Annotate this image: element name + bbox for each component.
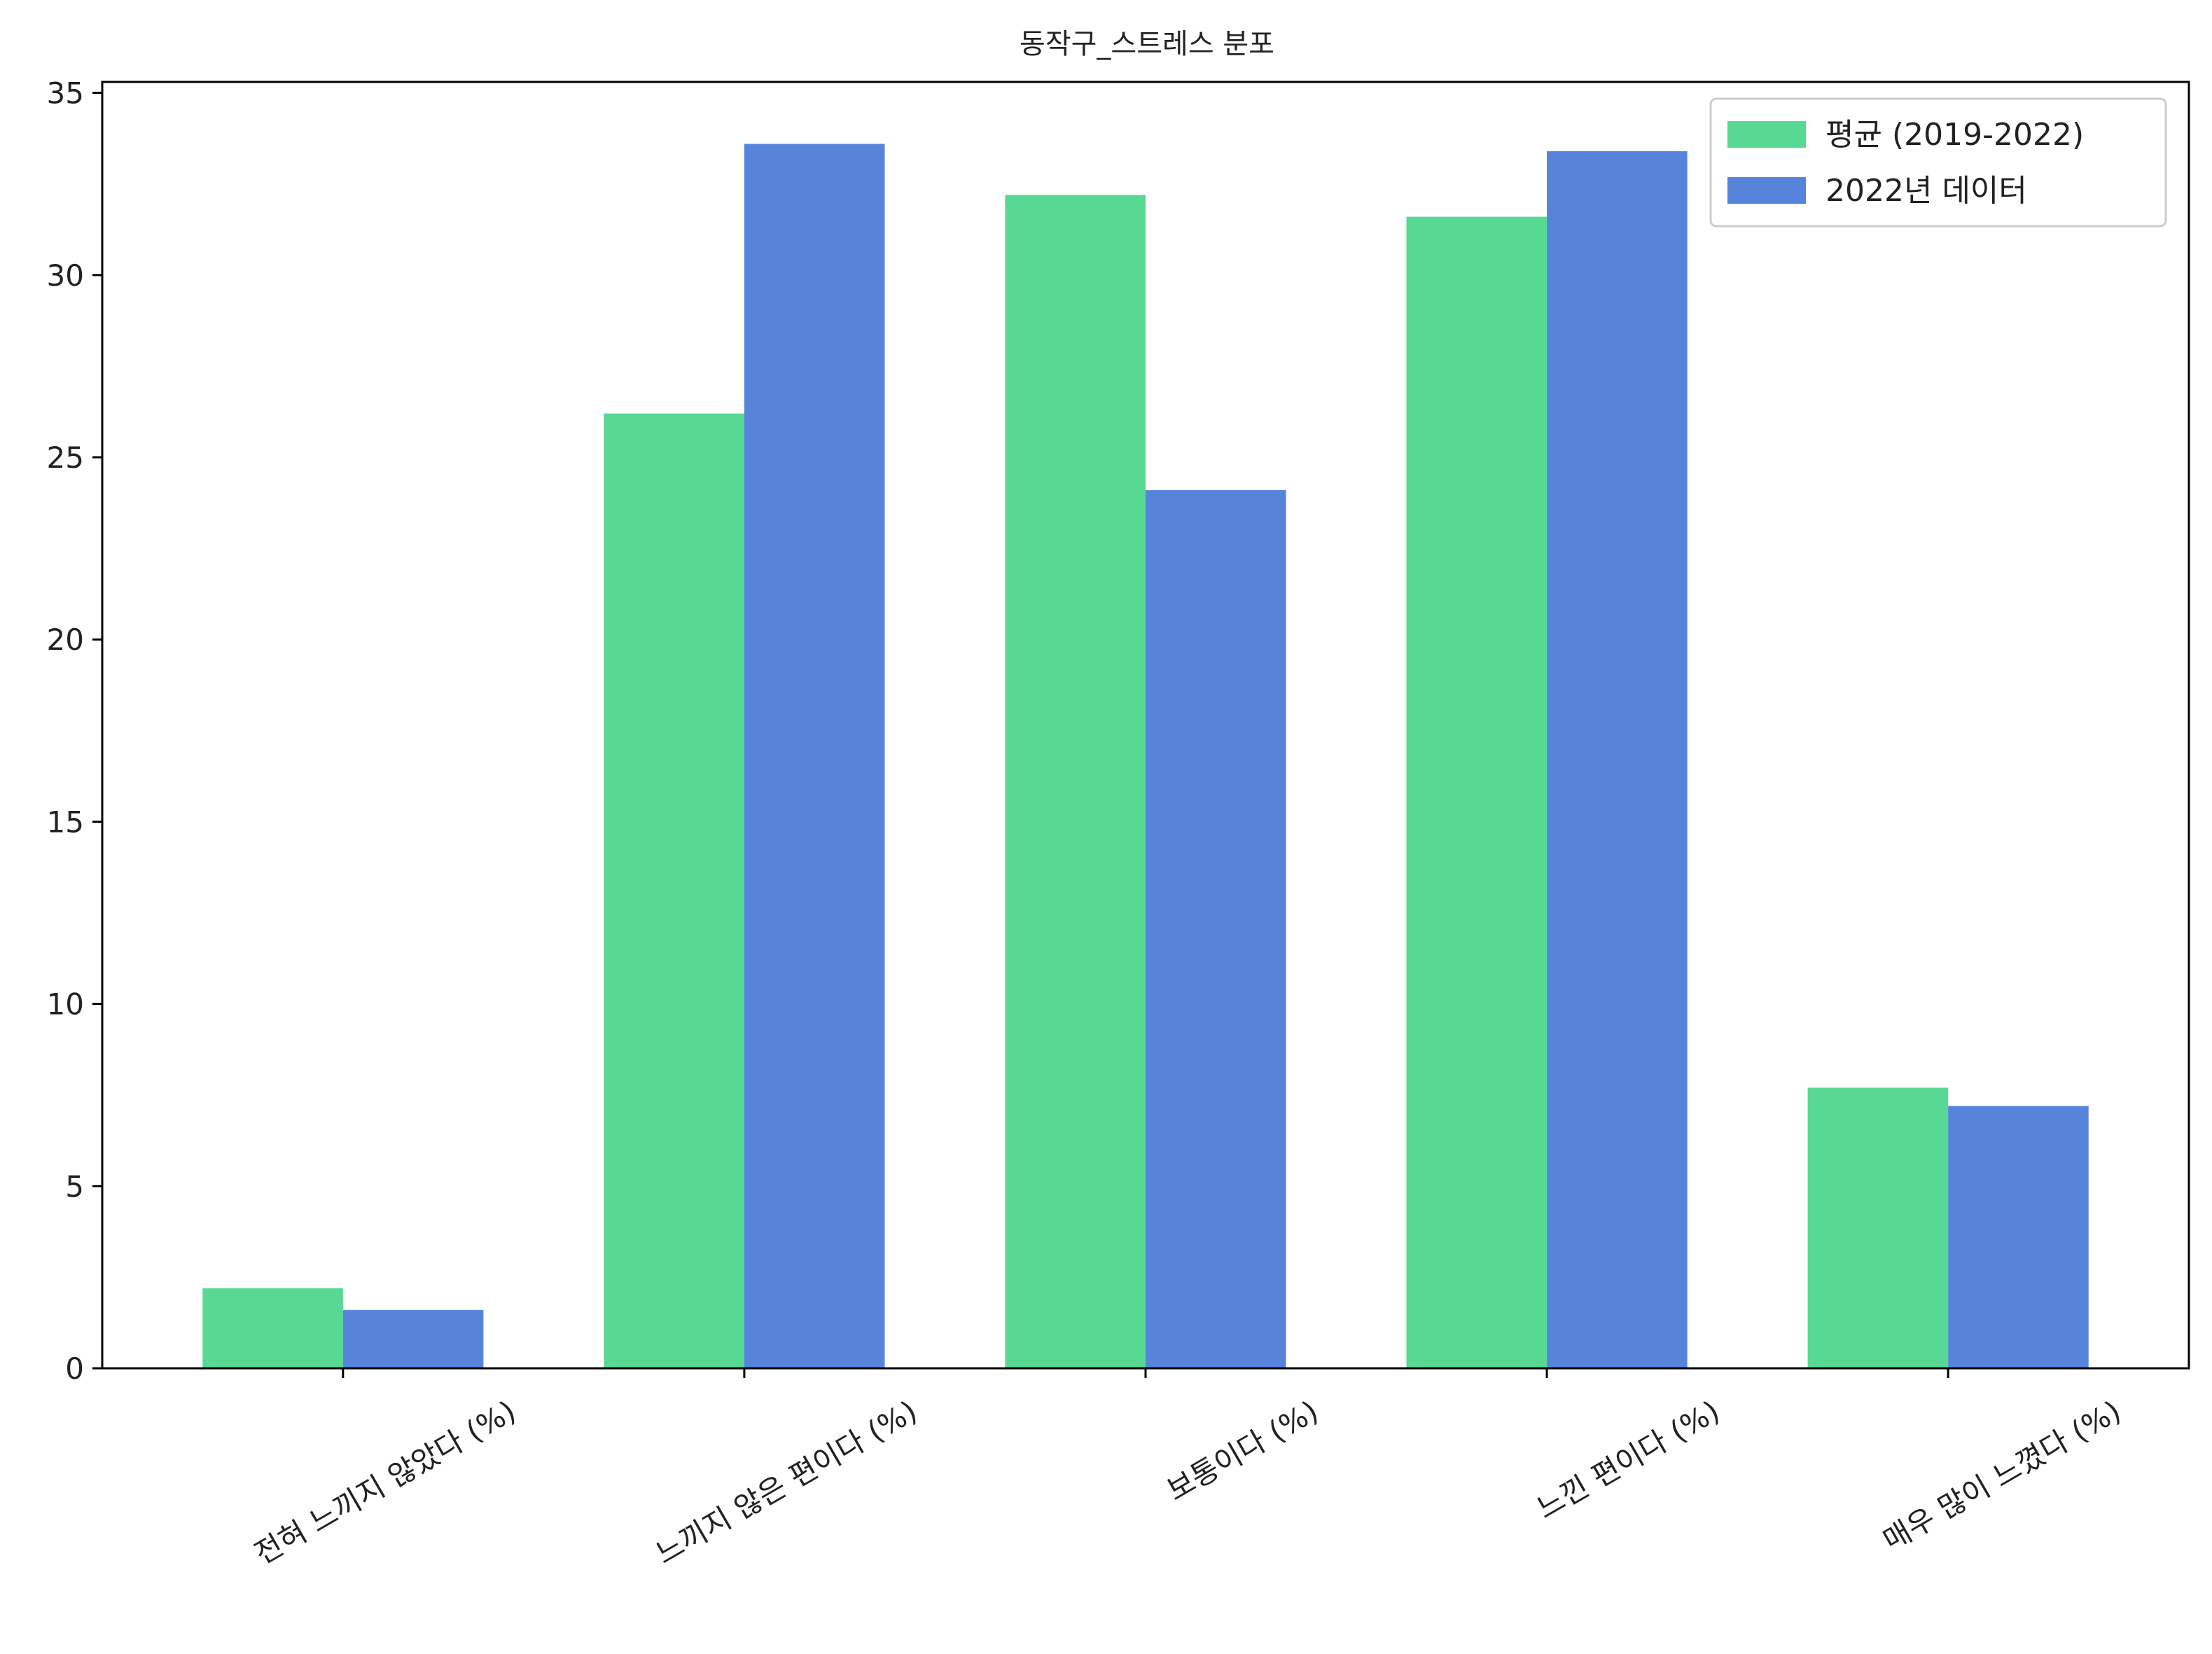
bar-series-1-cat-4 (1406, 216, 1547, 1368)
legend: 평균 (2019-2022) 2022년 데이터 (1709, 97, 2167, 228)
y-tick-label: 5 (65, 1169, 84, 1204)
bar-series-1-cat-2 (604, 413, 744, 1368)
x-tick-label: 느끼지 않은 편이다 (%) (650, 1394, 923, 1571)
x-tick-label: 보통이다 (%) (1161, 1394, 1324, 1508)
x-tick-label: 전혀 느끼지 않았다 (%) (249, 1394, 522, 1571)
bar-series-1-cat-5 (1807, 1087, 1949, 1368)
y-tick-label: 30 (47, 258, 84, 293)
y-tick-label: 10 (47, 987, 84, 1022)
bar-series-2-cat-5 (1948, 1106, 2089, 1368)
y-tick-label: 35 (47, 76, 84, 111)
legend-swatch (1727, 121, 1806, 148)
y-tick-label: 25 (47, 440, 84, 475)
legend-label: 2022년 데이터 (1825, 173, 2027, 209)
y-tick-label: 20 (47, 623, 84, 657)
bar-series-2-cat-1 (342, 1309, 484, 1368)
x-tick-label: 느낀 편이다 (%) (1531, 1394, 1725, 1526)
bar-series-2-cat-2 (744, 144, 885, 1369)
chart-title: 동작구_스트레스 분포 (1020, 28, 1274, 60)
x-tick-label: 매우 많이 느꼈다 (%) (1877, 1394, 2127, 1557)
y-tick-label: 15 (47, 805, 84, 839)
bar-series-1-cat-1 (202, 1288, 343, 1368)
legend-swatch (1727, 177, 1806, 204)
y-tick-label: 0 (65, 1351, 84, 1386)
bar-series-2-cat-3 (1146, 489, 1286, 1368)
bar-series-1-cat-3 (1005, 195, 1146, 1368)
legend-label: 평균 (2019-2022) (1825, 117, 2084, 153)
bars-layer (202, 144, 2089, 1369)
legend-box (1709, 97, 2167, 228)
bar-series-2-cat-4 (1547, 151, 1688, 1368)
